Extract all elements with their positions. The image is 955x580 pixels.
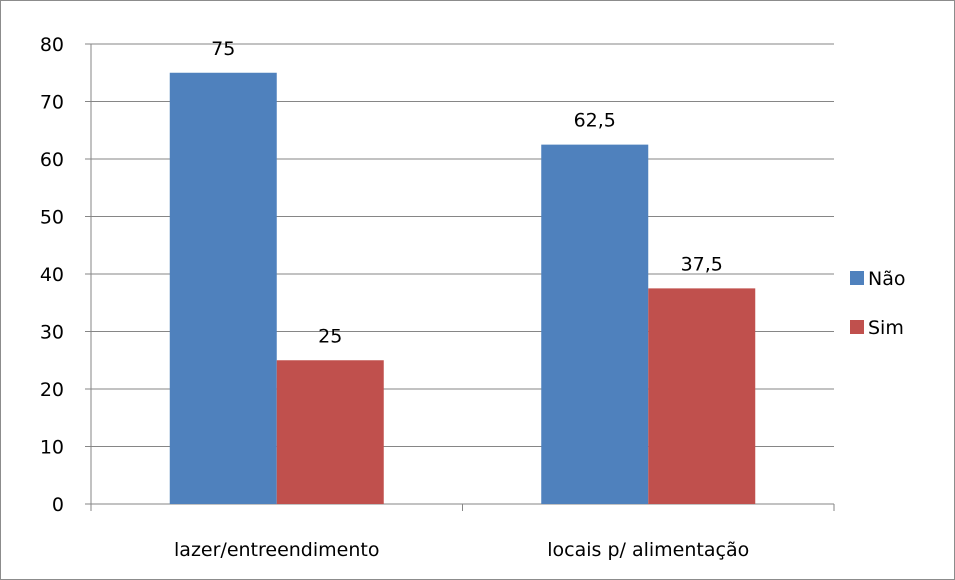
data-labels: 75 25 62,5 37,5 — [211, 38, 723, 348]
y-tick-label-60: 60 — [40, 149, 64, 171]
x-category-label-1: locais p/ alimentação — [547, 539, 749, 561]
bar-sim-1 — [648, 288, 756, 504]
data-label-nao-1: 62,5 — [574, 110, 616, 132]
data-label-sim-1: 37,5 — [681, 253, 723, 275]
y-tick-label-80: 80 — [40, 34, 64, 56]
legend-label-sim: Sim — [868, 317, 904, 339]
legend-swatch-nao — [850, 271, 864, 285]
bar-nao-0 — [169, 72, 277, 504]
data-label-sim-0: 25 — [318, 325, 342, 347]
bar-sim-0 — [276, 360, 384, 504]
legend-label-nao: Não — [868, 268, 905, 290]
y-tick-label-0: 0 — [52, 494, 64, 516]
data-label-nao-0: 75 — [211, 38, 235, 60]
axes: 0 10 20 30 40 50 60 70 80 lazer/entreendimento loc… — [40, 34, 835, 561]
bars — [169, 72, 756, 504]
legend: Não Sim — [850, 268, 905, 339]
bar-nao-1 — [541, 144, 649, 504]
y-tick-label-50: 50 — [40, 207, 64, 229]
y-tick-label-20: 20 — [40, 379, 64, 401]
y-tick-label-30: 30 — [40, 322, 64, 344]
y-tick-label-70: 70 — [40, 92, 64, 114]
y-tick-label-10: 10 — [40, 437, 64, 459]
legend-swatch-sim — [850, 320, 864, 334]
x-category-label-0: lazer/entreendimento — [174, 539, 379, 561]
y-tick-label-40: 40 — [40, 264, 64, 286]
